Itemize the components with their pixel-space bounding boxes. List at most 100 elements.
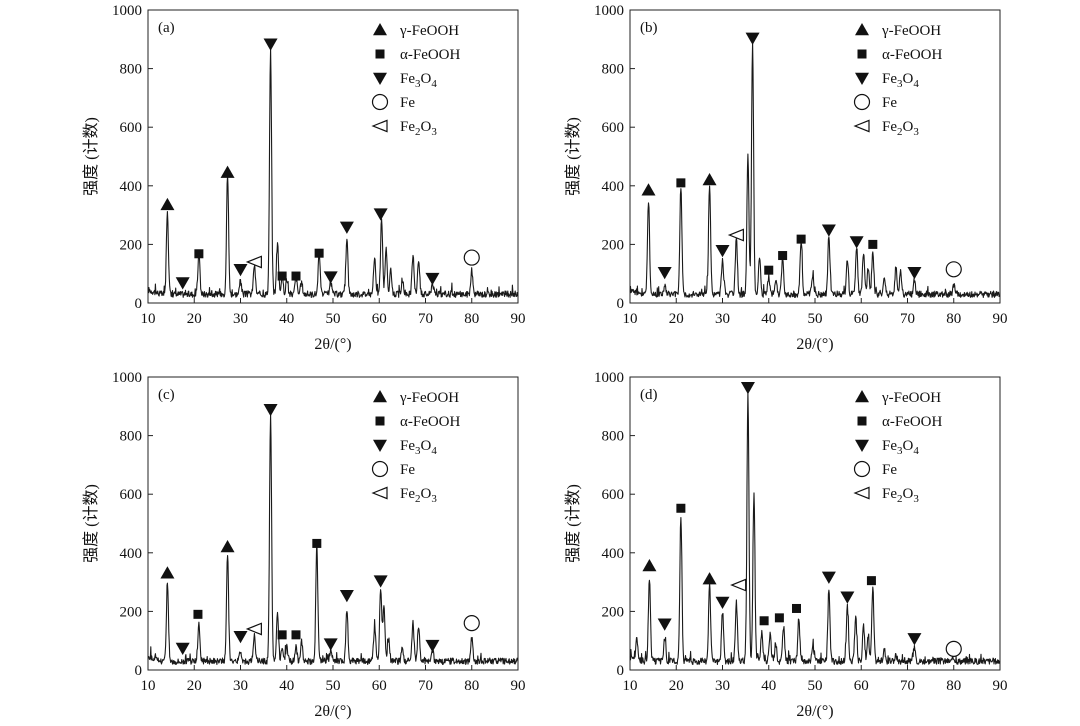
legend-label: Fe3O4 <box>400 438 437 457</box>
panel-label: (a) <box>158 20 175 36</box>
legend-marker-square <box>375 416 385 426</box>
legend-label: Fe <box>400 462 415 478</box>
y-tick-label: 800 <box>120 62 143 78</box>
phase-marker-triangle-up <box>220 539 235 553</box>
legend-label: γ-FeOOH <box>881 23 941 39</box>
x-tick-label: 90 <box>511 678 526 694</box>
x-axis-title: 2θ/(°) <box>314 703 351 720</box>
phase-marker-triangle-up <box>641 183 656 196</box>
xrd-series-line <box>629 41 1001 298</box>
phase-marker-triangle-up <box>702 572 717 585</box>
phase-marker-square <box>759 616 769 626</box>
x-tick-label: 30 <box>233 678 248 694</box>
x-tick-label: 40 <box>761 311 776 327</box>
phase-marker-square <box>291 271 301 281</box>
plot-frame <box>147 9 519 304</box>
legend-marker-square <box>857 416 867 426</box>
phase-marker-triangle-down <box>821 224 836 237</box>
phase-marker-triangle-down <box>175 642 190 656</box>
x-tick-label: 60 <box>372 678 387 694</box>
x-tick-label: 20 <box>187 311 202 327</box>
x-tick-label: 70 <box>900 678 915 694</box>
legend-marker-triangle-down <box>855 439 869 452</box>
phase-marker-triangle-up <box>160 197 175 211</box>
phase-marker-square <box>676 503 686 513</box>
x-tick-label: 40 <box>279 678 294 694</box>
x-tick-label: 10 <box>623 311 638 327</box>
legend-marker-triangle-down <box>373 72 387 85</box>
phase-marker-square <box>291 630 301 640</box>
phase-marker-triangle-down <box>745 32 760 45</box>
x-tick-label: 30 <box>233 311 248 327</box>
y-axis-title: 强度 (计数) <box>82 484 100 563</box>
phase-marker-triangle-down <box>339 590 354 603</box>
xrd-panel-a: 10 20 30 40 50 60 70 80 90 0 200 400 600 800 1000 2θ/(°… <box>82 3 526 353</box>
plot-frame <box>629 9 1001 304</box>
x-tick-label: 10 <box>141 311 156 327</box>
phase-marker-circle <box>945 640 962 658</box>
legend-marker-triangle-left <box>371 119 388 133</box>
x-tick-label: 70 <box>418 678 433 694</box>
x-tick-label: 30 <box>715 311 730 327</box>
x-tick-label: 60 <box>854 678 869 694</box>
legend-marker-circle <box>371 93 389 111</box>
phase-marker-triangle-down <box>339 221 354 234</box>
phase-marker-circle <box>463 615 480 632</box>
phase-marker-triangle-down <box>715 245 730 258</box>
legend-marker-triangle-up <box>855 390 869 403</box>
legend-label: Fe2O3 <box>882 486 919 505</box>
legend-label: Fe2O3 <box>882 119 919 138</box>
xrd-panel-c: 10 20 30 40 50 60 70 80 90 0 200 400 600 800 1000 2θ/(°… <box>82 370 526 720</box>
phase-marker-triangle-down <box>840 591 855 604</box>
phase-marker-square <box>792 603 801 613</box>
y-tick-label: 0 <box>617 663 625 679</box>
x-tick-label: 20 <box>187 678 202 694</box>
phase-marker-triangle-down <box>373 208 388 221</box>
phase-marker-square <box>868 239 878 249</box>
phase-marker-triangle-down <box>263 38 278 51</box>
phase-marker-square <box>778 251 788 261</box>
x-tick-label: 60 <box>854 311 869 327</box>
legend-label: Fe3O4 <box>882 438 919 457</box>
y-tick-label: 600 <box>120 120 143 136</box>
x-axis-title: 2θ/(°) <box>314 336 351 353</box>
y-axis-title: 强度 (计数) <box>564 484 582 563</box>
legend-label: Fe3O4 <box>882 71 919 90</box>
phase-marker-triangle-down <box>425 272 440 286</box>
phase-marker-square <box>312 538 322 548</box>
phase-marker-triangle-up <box>220 165 235 178</box>
legend-marker-triangle-left <box>371 486 388 500</box>
phase-marker-triangle-down <box>373 575 388 588</box>
phase-marker-triangle-down <box>657 618 672 631</box>
y-tick-label: 1000 <box>112 3 142 19</box>
y-tick-label: 600 <box>602 120 625 136</box>
panel-label: (c) <box>158 387 175 403</box>
legend-marker-square <box>857 49 867 59</box>
y-tick-label: 200 <box>602 237 625 253</box>
phase-marker-triangle-down <box>233 631 248 644</box>
y-tick-label: 1000 <box>594 3 624 19</box>
x-tick-label: 50 <box>326 678 341 694</box>
legend-marker-triangle-up <box>373 23 387 36</box>
x-tick-label: 50 <box>808 678 823 694</box>
x-axis-title: 2θ/(°) <box>796 703 833 720</box>
phase-marker-triangle-left <box>245 622 262 636</box>
x-tick-label: 50 <box>808 311 823 327</box>
phase-marker-triangle-left <box>730 578 747 592</box>
y-tick-label: 0 <box>135 663 143 679</box>
xrd-panel-d: 10 20 30 40 50 60 70 80 90 0 200 400 600 800 1000 2θ/(°… <box>564 370 1008 720</box>
xrd-series-line <box>629 391 1001 665</box>
x-tick-label: 10 <box>141 678 156 694</box>
phase-marker-triangle-up <box>642 558 657 572</box>
phase-marker-square <box>314 248 324 258</box>
phase-marker-square <box>194 249 204 259</box>
x-tick-label: 90 <box>993 311 1008 327</box>
phase-marker-triangle-left <box>727 228 744 242</box>
phase-marker-square <box>193 609 203 619</box>
phase-marker-triangle-down <box>821 571 836 584</box>
phase-marker-triangle-down <box>425 639 440 653</box>
legend-marker-circle <box>853 93 871 111</box>
x-tick-label: 60 <box>372 311 387 327</box>
y-tick-label: 200 <box>120 604 143 620</box>
x-axis-title: 2θ/(°) <box>796 336 833 353</box>
